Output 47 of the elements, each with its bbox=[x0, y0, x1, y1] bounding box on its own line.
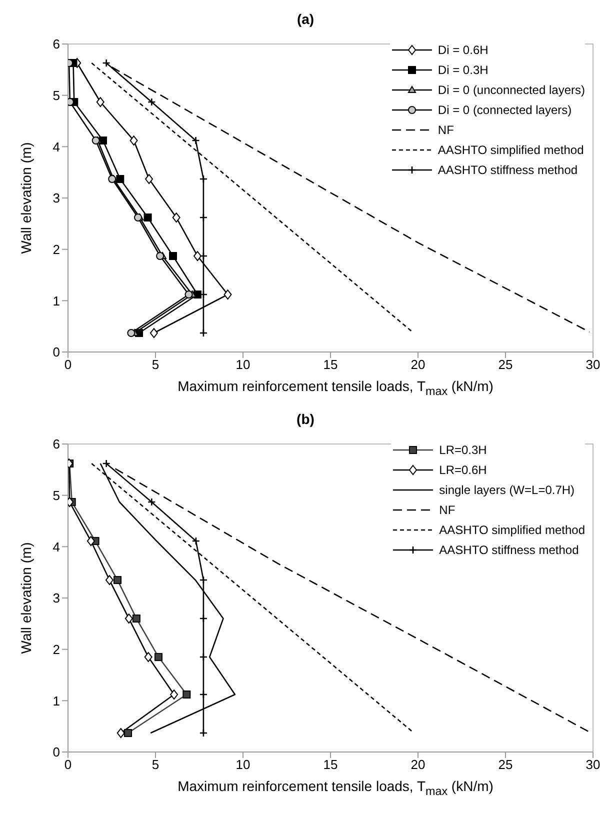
legend-label: AASHTO stiffness method bbox=[439, 543, 579, 557]
y-tick-label: 3 bbox=[52, 190, 60, 206]
legend-label: NF bbox=[438, 123, 454, 137]
y-axis-title: Wall elevation (m) bbox=[18, 142, 34, 254]
legend-label: AASHTO simplified method bbox=[438, 143, 584, 157]
y-tick-label: 5 bbox=[52, 488, 60, 503]
x-tick-label: 20 bbox=[410, 357, 426, 372]
x-tick-label: 0 bbox=[64, 357, 72, 372]
y-tick-label: 4 bbox=[52, 139, 60, 154]
x-tick-label: 5 bbox=[152, 357, 160, 372]
x-tick-label: 0 bbox=[64, 757, 72, 772]
y-tick-label: 1 bbox=[52, 693, 60, 708]
x-tick-label: 5 bbox=[152, 757, 160, 772]
y-axis-title: Wall elevation (m) bbox=[18, 542, 34, 654]
y-tick-label: 6 bbox=[52, 36, 60, 52]
x-tick-label: 25 bbox=[498, 357, 513, 372]
legend-label: Di = 0.6H bbox=[438, 43, 488, 57]
y-tick-label: 0 bbox=[52, 344, 60, 360]
x-tick-label: 20 bbox=[410, 757, 426, 772]
legend-label: AASHTO simplified method bbox=[439, 523, 585, 537]
y-tick-label: 5 bbox=[52, 88, 60, 103]
x-tick-label: 30 bbox=[586, 757, 600, 772]
y-tick-label: 2 bbox=[52, 242, 60, 257]
y-tick-label: 3 bbox=[52, 590, 60, 606]
y-tick-label: 0 bbox=[52, 744, 60, 760]
x-tick-label: 30 bbox=[586, 357, 600, 372]
legend-label: AASHTO stiffness method bbox=[438, 163, 578, 177]
y-tick-label: 1 bbox=[52, 293, 60, 308]
chart-title: (b) bbox=[296, 410, 316, 429]
legend-label: Di = 0 (unconnected layers) bbox=[438, 83, 585, 97]
x-tick-label: 10 bbox=[236, 357, 250, 372]
x-tick-label: 15 bbox=[323, 357, 338, 372]
legend-label: NF bbox=[439, 503, 456, 517]
y-tick-label: 4 bbox=[52, 539, 60, 554]
y-tick-label: 2 bbox=[52, 642, 60, 657]
chart-title: (a) bbox=[296, 10, 316, 29]
x-tick-label: 25 bbox=[498, 757, 513, 772]
legend-label: Di = 0 (connected layers) bbox=[438, 103, 572, 117]
x-axis-title: Maximum reinforcement tensile loads, T$_{max}$ (kN/m) bbox=[176, 778, 494, 800]
legend-label: single layers (W=L=0.7H) bbox=[439, 483, 575, 497]
legend-label: LR=0.3H bbox=[439, 443, 487, 457]
legend-label: Di = 0.3H bbox=[438, 63, 488, 77]
x-axis-title: Maximum reinforcement tensile loads, T$_{max}$ (kN/m) bbox=[176, 378, 494, 400]
legend-label: LR=0.6H bbox=[439, 463, 487, 477]
y-tick-label: 6 bbox=[52, 436, 60, 452]
x-tick-label: 10 bbox=[236, 757, 250, 772]
x-tick-label: 15 bbox=[323, 757, 338, 772]
